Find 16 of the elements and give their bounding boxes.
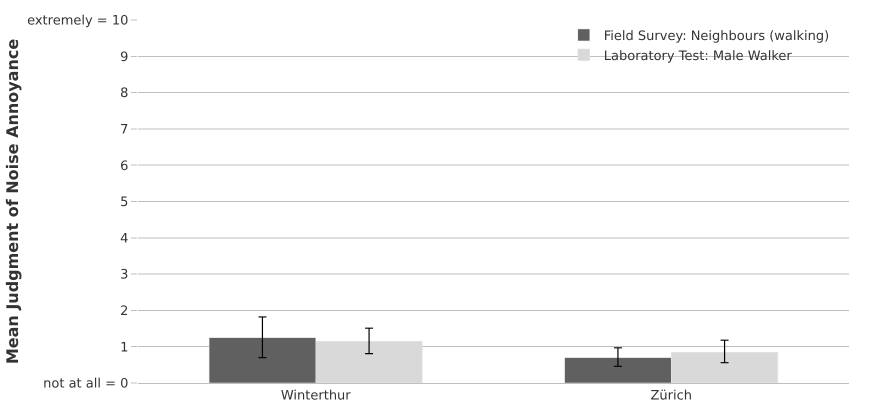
y-tick-label: 9: [120, 50, 128, 65]
y-tick-label: 6: [120, 158, 128, 174]
y-tick-label: 7: [120, 122, 128, 138]
y-tick-label: 3: [120, 268, 128, 283]
y-tick-label: extremely = 10: [27, 14, 128, 29]
y-tick-label: 5: [120, 195, 128, 210]
y-tick-label: 1: [120, 340, 128, 356]
y-tick-label: 8: [120, 86, 128, 102]
legend-label: Field Survey: Neighbours (walking): [604, 29, 830, 44]
y-tick-label: 4: [120, 231, 128, 246]
y-tick-label: 2: [120, 304, 128, 319]
legend-label: Laboratory Test: Male Walker: [604, 48, 792, 64]
x-tick-label: Zürich: [650, 388, 692, 404]
y-axis-title: Mean Judgment of Noise Annoyance: [3, 38, 22, 364]
x-tick-label: Winterthur: [280, 388, 352, 404]
y-tick-label: not at all = 0: [43, 376, 128, 392]
